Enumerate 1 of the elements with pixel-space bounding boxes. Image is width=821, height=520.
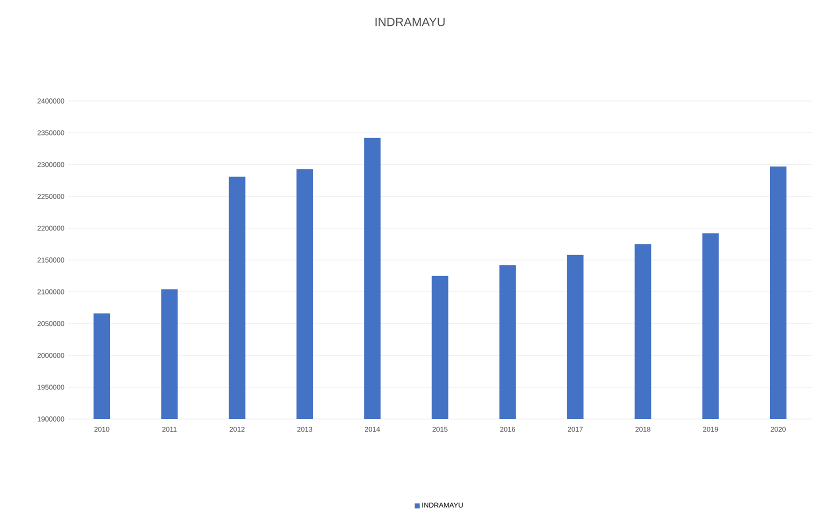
chart-title: INDRAMAYU [376, 18, 445, 26]
